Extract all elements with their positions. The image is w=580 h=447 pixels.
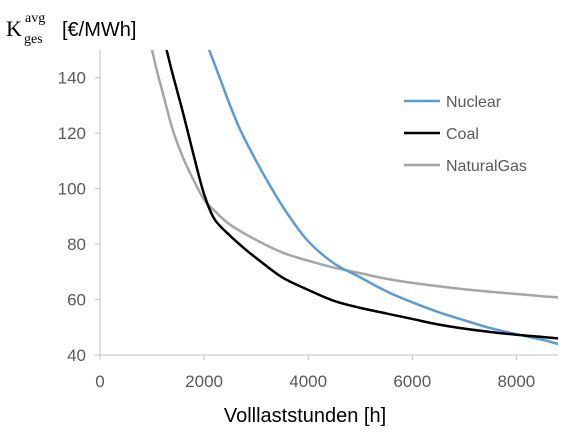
x-tick-label: 8000	[497, 372, 535, 391]
legend-label: Coal	[446, 126, 479, 143]
x-tick-label: 2000	[185, 372, 223, 391]
y-axis-label: K avg ges [€/MWh]	[6, 11, 136, 47]
x-tick-label: 0	[95, 372, 104, 391]
series-line-coal	[165, 50, 558, 340]
y-tick-label: 120	[58, 124, 86, 143]
y-axis-label-unit: [€/MWh]	[62, 19, 136, 41]
y-tick-label: 40	[67, 346, 86, 365]
legend: Nuclear Coal NaturalGas	[404, 94, 527, 175]
legend-label: Nuclear	[446, 94, 502, 111]
legend-label: NaturalGas	[446, 158, 527, 175]
series-line-nuclear	[208, 50, 558, 346]
x-axis-label: Volllaststunden [h]	[224, 405, 386, 427]
series-line-naturalgas	[150, 50, 558, 299]
y-tick-label: 100	[58, 180, 86, 199]
y-tick-label: 80	[67, 235, 86, 254]
x-tick-label: 6000	[393, 372, 431, 391]
x-tick-label: 4000	[289, 372, 327, 391]
y-axis-label-subscript: ges	[24, 32, 43, 47]
axes: 40 60 80 100 120 140 0 2000 4000 6000 8000	[58, 50, 558, 391]
y-tick-label: 140	[58, 69, 86, 88]
y-axis-label-symbol: K	[6, 16, 22, 41]
y-tick-label: 60	[67, 291, 86, 310]
y-axis-label-superscript: avg	[25, 11, 45, 26]
series-layer	[150, 50, 558, 346]
